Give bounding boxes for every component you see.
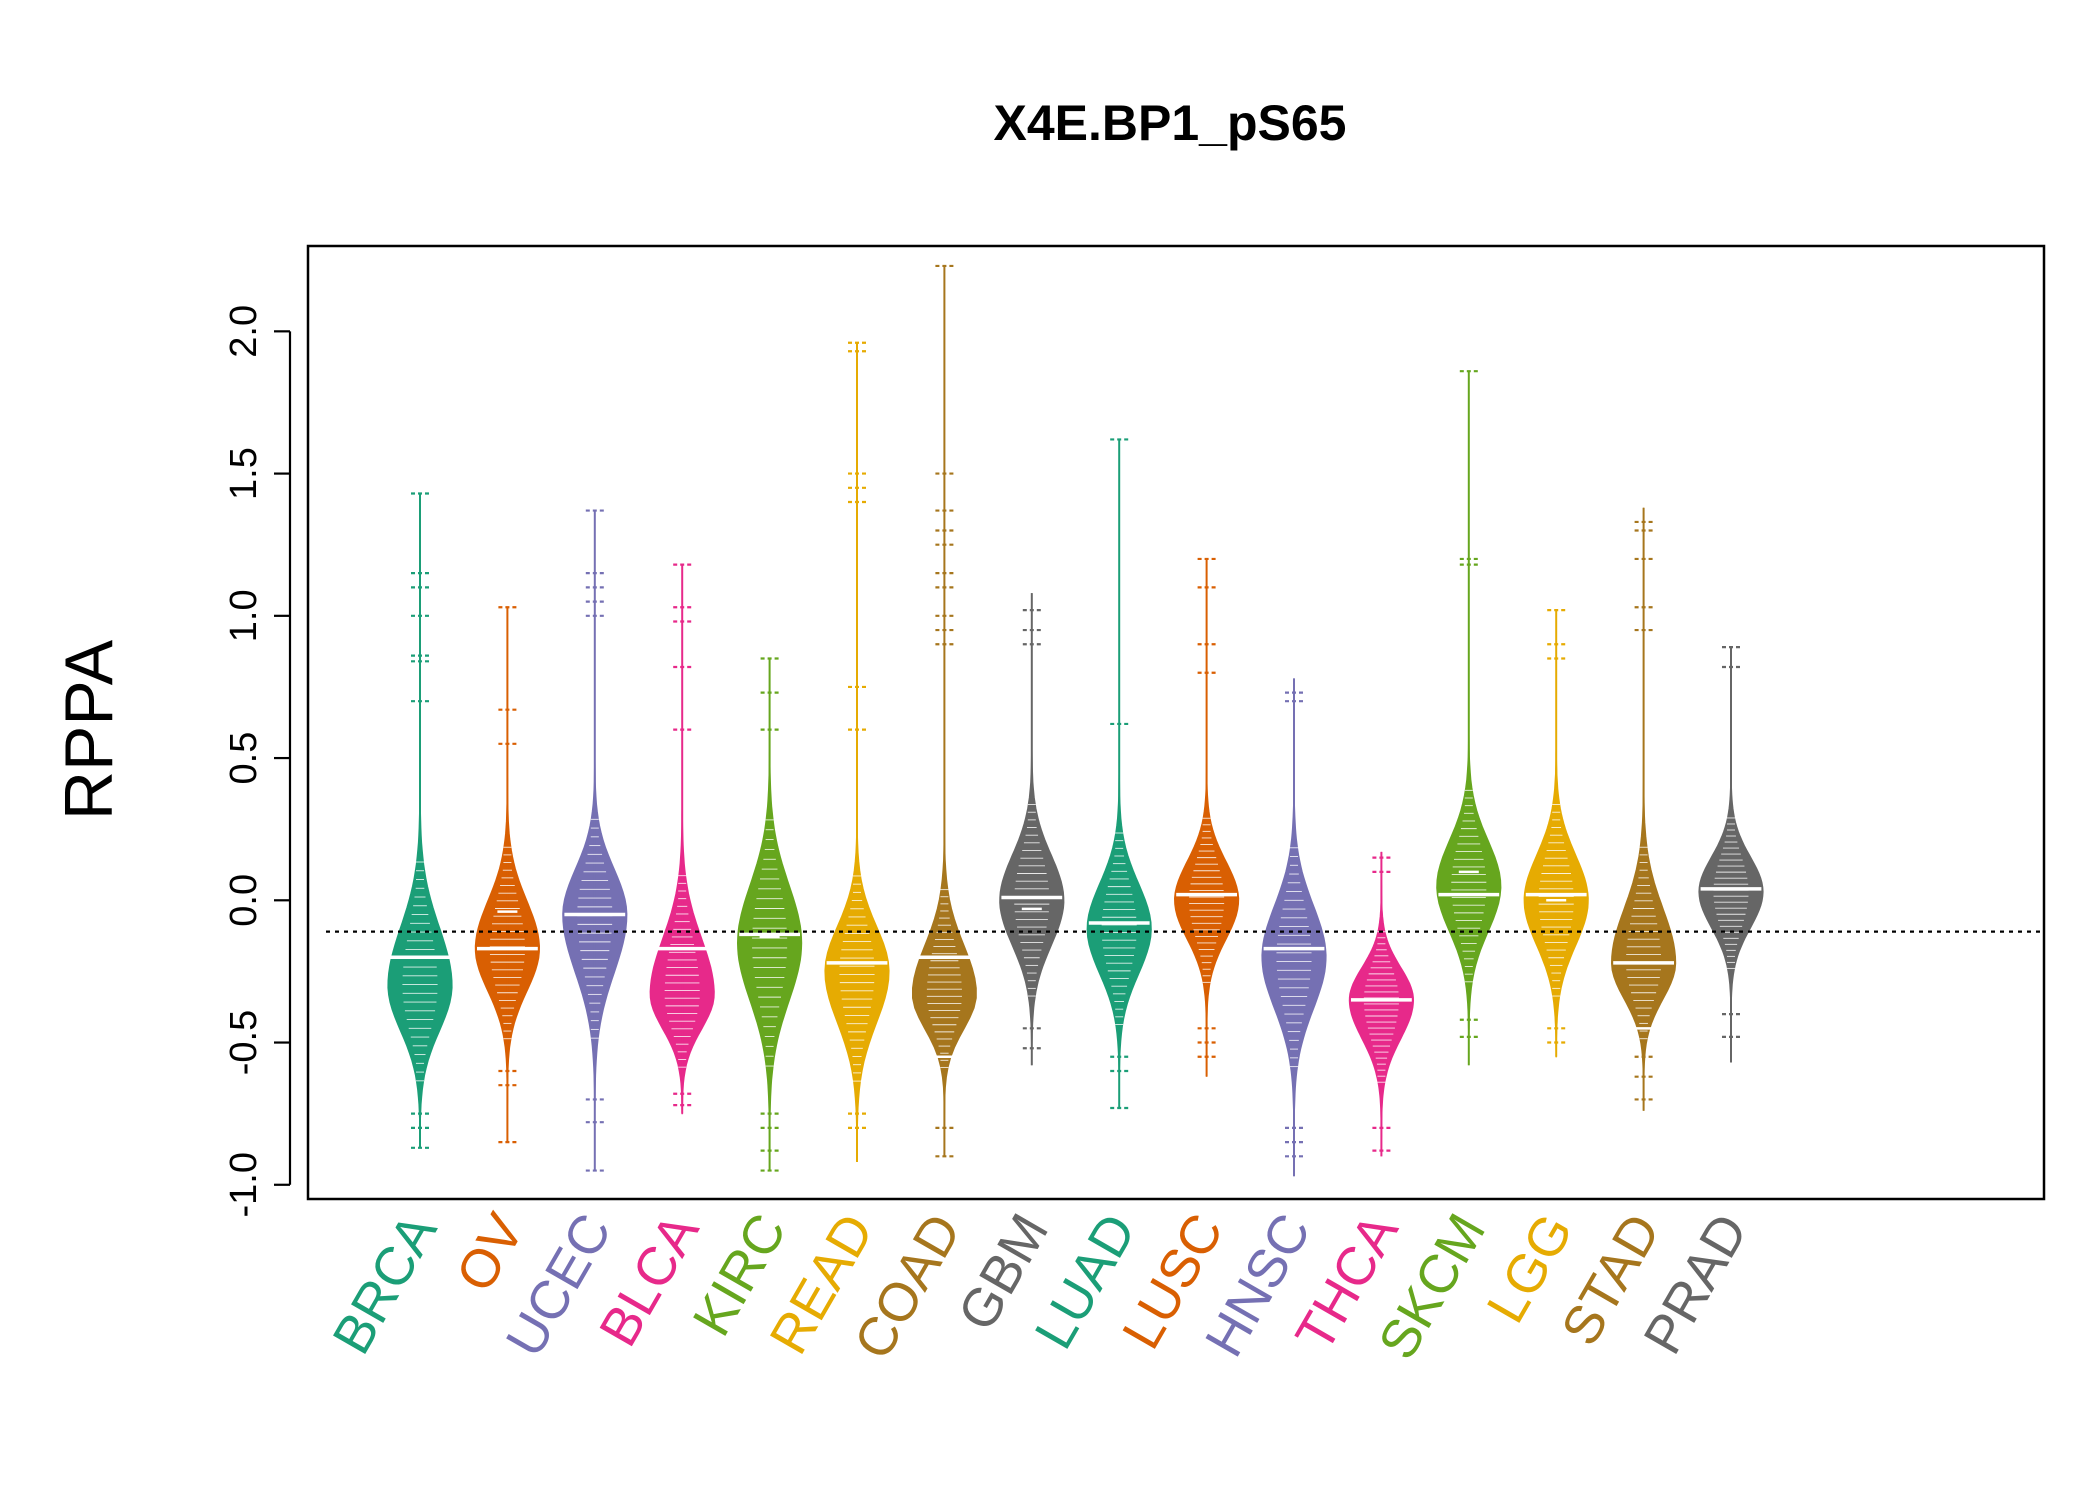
x-axis-labels: BRCAOVUCECBLCAKIRCREADCOADGBMLUADLUSCHNS… — [321, 1204, 1759, 1369]
bean-ov — [474, 606, 541, 1144]
bean-thca — [1348, 851, 1415, 1157]
bean-hnsc — [1261, 678, 1327, 1177]
chart-title: X4E.BP1_pS65 — [994, 95, 1347, 151]
y-tick-label: 2.0 — [223, 305, 265, 358]
bean-brca — [387, 492, 453, 1149]
bean-stad — [1610, 507, 1677, 1111]
y-tick-label: 1.5 — [223, 447, 265, 500]
bean-skcm — [1436, 370, 1502, 1066]
bean-luad — [1086, 438, 1152, 1110]
bean-lgg — [1523, 609, 1589, 1058]
x-tick-label: OV — [445, 1204, 536, 1302]
y-tick-label: -0.5 — [223, 1010, 265, 1075]
bean-kirc — [736, 657, 803, 1172]
y-axis: -1.0 -0.5 0.0 0.5 1.0 1.5 2.0 — [223, 305, 292, 1218]
bean-group — [387, 264, 1764, 1177]
bean-blca — [649, 563, 715, 1115]
bean-prad — [1698, 646, 1764, 1063]
bean-density — [824, 342, 890, 1163]
y-tick-label: 1.0 — [223, 589, 265, 642]
bean-coad — [912, 264, 977, 1158]
x-tick-label: BRCA — [321, 1204, 448, 1364]
bean-gbm — [999, 593, 1065, 1066]
bean-read — [824, 341, 890, 1163]
bean-lusc — [1173, 557, 1240, 1077]
y-tick-label: 0.0 — [223, 874, 265, 927]
bean-ucec — [562, 509, 628, 1172]
y-tick-label: -1.0 — [223, 1152, 265, 1217]
y-axis-label: RPPA — [51, 639, 127, 820]
plot-frame — [306, 244, 2046, 1201]
y-tick-label: 0.5 — [223, 732, 265, 785]
